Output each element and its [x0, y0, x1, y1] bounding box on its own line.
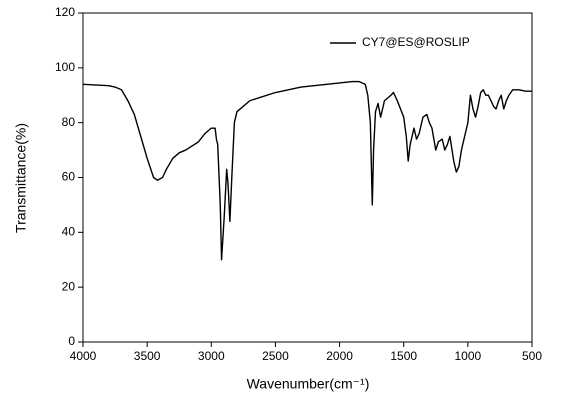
y-tick-label: 60: [62, 170, 76, 184]
x-tick-label: 1500: [390, 349, 417, 363]
plot-frame: [82, 12, 533, 343]
x-tick-label: 3500: [134, 349, 161, 363]
x-tick-label: 2000: [326, 349, 353, 363]
x-tick-label: 3000: [198, 349, 225, 363]
y-tick-label: 40: [62, 225, 76, 239]
x-tick-label: 4000: [70, 349, 97, 363]
legend-label: CY7@ES@ROSLIP: [362, 35, 470, 49]
y-tick-label: 20: [62, 279, 76, 293]
x-tick-label: 2500: [262, 349, 289, 363]
spectrum-line: [82, 80, 532, 261]
x-tick-label: 1000: [455, 349, 482, 363]
x-tick-label: 500: [522, 349, 542, 363]
y-tick-label: 120: [55, 5, 75, 19]
x-axis-label: Wavenumber(cm⁻¹): [247, 376, 370, 392]
y-tick-label: 100: [55, 60, 75, 74]
y-tick-label: 80: [62, 115, 76, 129]
y-tick-label: 0: [68, 334, 75, 348]
y-axis-label: Transmittance(%): [13, 123, 29, 233]
